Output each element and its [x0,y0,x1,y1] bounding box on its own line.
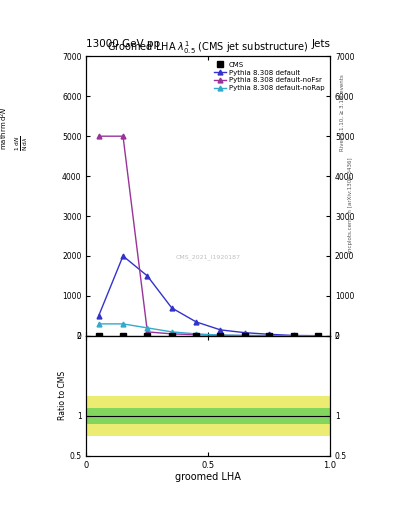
Pythia 8.308 default-noRap [267,333,272,339]
Pythia 8.308 default [145,273,150,279]
X-axis label: groomed LHA: groomed LHA [175,472,241,482]
Line: Pythia 8.308 default: Pythia 8.308 default [96,253,320,338]
Pythia 8.308 default-noRap [194,331,198,337]
Pythia 8.308 default [169,305,174,311]
CMS [96,333,101,339]
Pythia 8.308 default-noFsr [218,332,223,338]
Pythia 8.308 default-noFsr [121,133,125,139]
Pythia 8.308 default-noRap [291,333,296,339]
Pythia 8.308 default-noFsr [194,332,198,338]
Text: CMS_2021_I1920187: CMS_2021_I1920187 [176,255,241,261]
CMS [242,333,247,339]
Pythia 8.308 default-noRap [218,332,223,338]
Text: Rivet 3.1.10, ≥ 3.1M events: Rivet 3.1.10, ≥ 3.1M events [340,74,345,151]
Pythia 8.308 default [194,319,198,325]
Pythia 8.308 default [316,333,320,339]
Legend: CMS, Pythia 8.308 default, Pythia 8.308 default-noFsr, Pythia 8.308 default-noRa: CMS, Pythia 8.308 default, Pythia 8.308 … [211,60,327,93]
Pythia 8.308 default-noRap [316,333,320,339]
Pythia 8.308 default-noFsr [145,329,150,335]
Pythia 8.308 default [121,253,125,259]
Line: CMS: CMS [96,333,321,338]
Pythia 8.308 default-noFsr [316,333,320,339]
Line: Pythia 8.308 default-noFsr: Pythia 8.308 default-noFsr [96,134,320,338]
Pythia 8.308 default-noRap [96,321,101,327]
CMS [218,333,223,339]
Pythia 8.308 default-noRap [121,321,125,327]
Line: Pythia 8.308 default-noRap: Pythia 8.308 default-noRap [96,322,320,338]
Pythia 8.308 default-noFsr [242,332,247,338]
Pythia 8.308 default-noFsr [169,331,174,337]
Pythia 8.308 default-noFsr [291,333,296,339]
Text: mcplots.cern.ch [arXiv:1306.3436]: mcplots.cern.ch [arXiv:1306.3436] [348,157,353,252]
CMS [169,333,174,339]
Text: $\frac{1}{\mathrm{N}}\frac{\mathrm{d}N}{\mathrm{d}\lambda}$: $\frac{1}{\mathrm{N}}\frac{\mathrm{d}N}{… [13,136,30,151]
Pythia 8.308 default [267,331,272,337]
Pythia 8.308 default-noFsr [267,333,272,339]
Pythia 8.308 default [291,332,296,338]
CMS [291,333,296,339]
CMS [121,333,125,339]
Pythia 8.308 default [242,330,247,336]
Pythia 8.308 default-noRap [242,332,247,338]
Pythia 8.308 default [96,313,101,319]
CMS [194,333,198,339]
Pythia 8.308 default-noRap [145,325,150,331]
CMS [267,333,272,339]
Y-axis label: Ratio to CMS: Ratio to CMS [58,371,67,420]
CMS [316,333,320,339]
Pythia 8.308 default [218,327,223,333]
Text: $\mathrm{mathrm\,d}^2N$: $\mathrm{mathrm\,d}^2N$ [0,106,9,150]
CMS [145,333,150,339]
Pythia 8.308 default-noFsr [96,133,101,139]
Title: Groomed LHA $\lambda^{1}_{0.5}$ (CMS jet substructure): Groomed LHA $\lambda^{1}_{0.5}$ (CMS jet… [108,39,309,56]
Text: 13000 GeV pp: 13000 GeV pp [86,38,161,49]
Text: Jets: Jets [311,38,330,49]
Pythia 8.308 default-noRap [169,329,174,335]
